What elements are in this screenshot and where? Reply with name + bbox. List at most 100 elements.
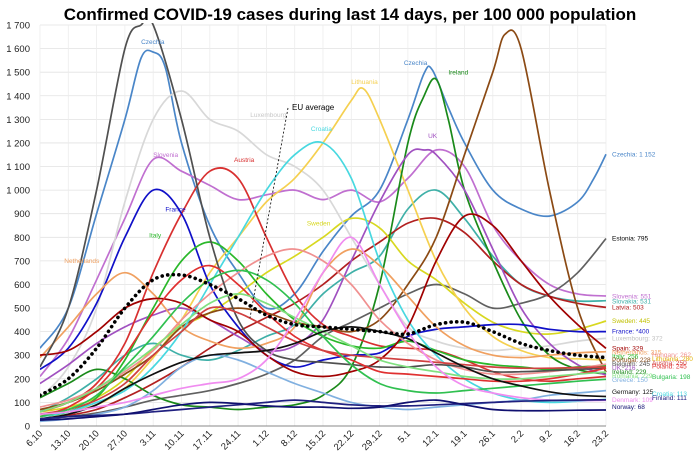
inline-series-label: Italy [149, 232, 162, 239]
series-line-norway [40, 399, 607, 421]
y-tick-label: 100 [14, 398, 30, 409]
series-line-spain [40, 213, 607, 378]
y-tick-label: 200 [14, 374, 30, 385]
end-value-label: Slovenia: 551 [612, 294, 652, 301]
inline-series-label: Sweden [307, 221, 331, 228]
end-value-label: Spain: 329 [612, 345, 643, 352]
x-tick-label: 2.2 [509, 428, 526, 445]
x-tick-label: 19.1 [449, 428, 470, 449]
y-tick-label: 1 200 [6, 138, 30, 149]
x-tick-label: 23.2 [590, 428, 611, 449]
end-value-label: Sweden: 445 [612, 318, 650, 325]
y-tick-label: 1 100 [6, 162, 30, 173]
x-tick-label: 9.2 [537, 428, 554, 445]
end-value-label: UK: 216 [612, 365, 636, 372]
end-value-label: Poland: 245 [652, 364, 687, 371]
y-tick-label: 0 [25, 422, 30, 433]
series-line-austria [40, 167, 607, 413]
inline-series-label: France [165, 206, 186, 213]
x-tick-label: 29.12 [360, 428, 385, 453]
x-tick-label: 17.11 [191, 428, 215, 452]
x-tick-label: 26.1 [477, 428, 498, 449]
series-line-latvia [40, 217, 607, 420]
series-line-lithuania [40, 87, 607, 418]
x-tick-label: 20.10 [77, 428, 102, 453]
series-line-austria2 [40, 306, 607, 416]
inline-series-label: Austria [234, 157, 255, 164]
chart-title: Confirmed COVID-19 cases during last 14 … [64, 5, 637, 24]
x-tick-label: 15.12 [304, 428, 329, 453]
end-value-label: Slovakia: 531 [612, 298, 651, 305]
end-value-label: Latvia: 503 [612, 304, 644, 311]
annotations: EU average [249, 103, 335, 319]
inline-series-label: Ireland [448, 70, 468, 77]
series-line-slovenia [40, 148, 607, 378]
end-value-label: Netherlands: 315 [612, 349, 662, 356]
y-tick-label: 700 [14, 256, 30, 267]
x-tick-label: 22.12 [332, 428, 357, 453]
end-value-label: Croatia: 113 [652, 391, 687, 398]
end-value-label: France: *400 [612, 329, 650, 336]
series-line-sweden [40, 217, 607, 413]
end-value-label: Romania: 229 [612, 373, 653, 380]
series-line-belgium [40, 23, 607, 373]
inline-series-label: Netherlands [64, 258, 100, 265]
x-tick-label: 3.11 [138, 428, 158, 448]
y-tick-label: 600 [14, 280, 30, 291]
end-value-label: Italy: 256 [612, 353, 639, 360]
y-tick-label: 1 700 [6, 21, 30, 32]
end-value-label: Finland: 111 [652, 395, 687, 402]
series-line-eu-average [40, 272, 608, 398]
x-tick-label: 16.2 [562, 428, 583, 449]
y-tick-label: 900 [14, 209, 30, 220]
inline-series-label: Croatia [311, 126, 332, 133]
y-tick-label: 1 500 [6, 68, 30, 79]
y-tick-label: 300 [14, 351, 30, 362]
inline-series-label: Luxembourg [250, 112, 287, 119]
series-line-hungary [40, 248, 607, 408]
y-axis: 0 100 200 300 400 500 600 700 800 900 1 000 1 100 1 … [6, 21, 30, 433]
y-tick-label: 1 300 [6, 115, 30, 126]
inline-series-label: UK [428, 133, 438, 140]
y-tick-label: 1 400 [6, 91, 30, 102]
end-value-label: Czechia: 1 152 [612, 151, 656, 158]
x-tick-label: 8.12 [279, 428, 300, 449]
y-tick-label: 800 [14, 233, 30, 244]
series-line-luxembourg [40, 90, 607, 399]
end-value-label: Portugal: 228 [612, 357, 651, 364]
y-tick-label: 1 000 [6, 186, 30, 197]
x-tick-label: 12.1 [420, 428, 441, 449]
end-value-label: Ireland: 229 [612, 369, 647, 376]
x-tick-label: 13.10 [49, 428, 74, 453]
end-value-label: Luxembourg: 372 [612, 335, 663, 342]
inline-series-label: Lithuania [351, 79, 378, 86]
end-value-label: Denmark: 109 [612, 397, 653, 404]
y-tick-label: 500 [14, 304, 30, 315]
series-line-france [40, 188, 607, 371]
x-tick-label: 10.11 [163, 428, 187, 452]
series-line-germany [40, 326, 607, 420]
series-line-uk [40, 148, 607, 385]
series-labels: Czechia Luxembourg Slovenia Austria France It… [64, 39, 693, 411]
end-value-label: Germany: 125 [612, 389, 654, 396]
y-tick-label: 400 [14, 327, 30, 338]
end-value-label: Lithuania: 280 [652, 356, 693, 363]
x-tick-label: 5.1 [396, 428, 413, 445]
eu-average-annotation: EU average [292, 103, 335, 112]
y-tick-label: 1 600 [6, 44, 30, 55]
end-value-label: Hungary: 262 [652, 352, 691, 359]
x-tick-label: 24.11 [219, 428, 243, 452]
series-line-czechia [40, 49, 607, 349]
x-tick-label: 1.12 [251, 428, 272, 449]
end-value-label: Belgium: 245 [612, 361, 650, 368]
inline-series-label: Slovenia [153, 152, 178, 159]
end-value-label: Norway: 68 [612, 404, 645, 411]
series-line-denmark [40, 236, 607, 416]
end-value-label: Estonia: 795 [612, 235, 649, 242]
inline-series-label: Czechia [141, 39, 165, 46]
x-axis: 6.10 13.10 20.10 27.10 3.11 10.11 17.11 24.11 1.… [24, 425, 611, 453]
end-value-label: Bulgaria: 198 [652, 374, 691, 381]
series-group [40, 23, 608, 423]
series-line-bulgaria [40, 269, 607, 418]
